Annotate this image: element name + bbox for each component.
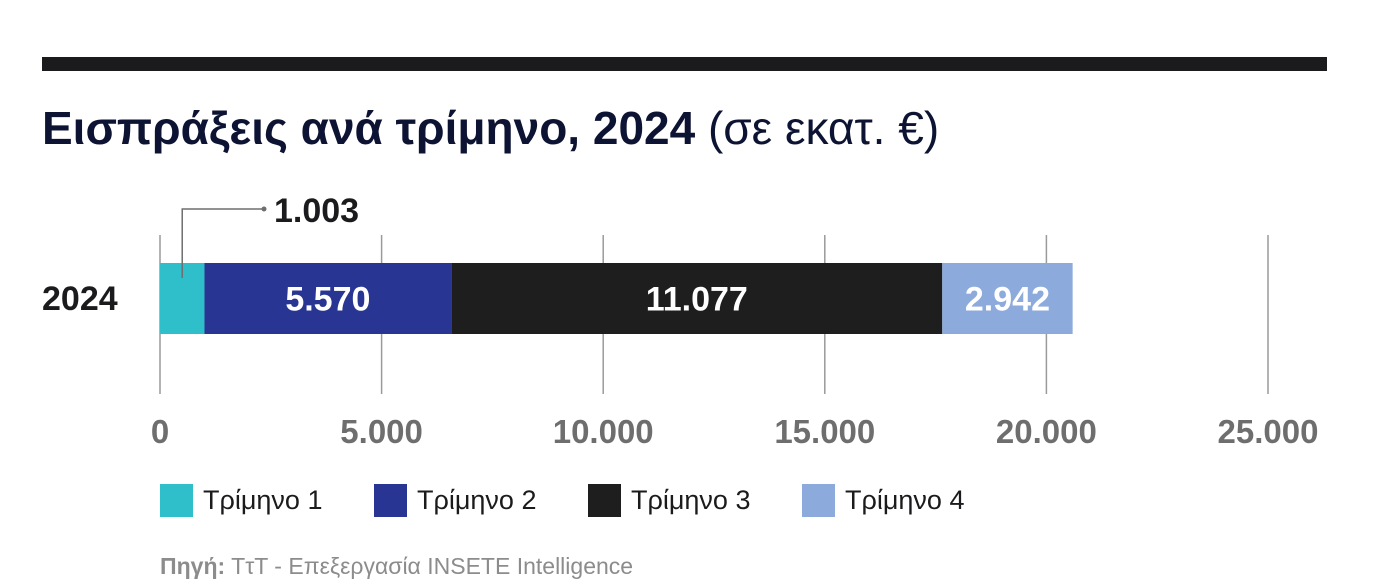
- category-label: 2024: [42, 280, 118, 318]
- legend-item-q1: Τρίμηνο 1: [160, 482, 322, 518]
- legend-item-q3: Τρίμηνο 3: [588, 482, 750, 518]
- stacked-bar-chart: 0 5.000 10.000 15.000 20.000 25.000 2024 1.003 5…: [42, 192, 1319, 450]
- legend-swatch-q3: [588, 483, 621, 517]
- bar-segment-q4: [942, 263, 1073, 334]
- legend-label-q1: Τρίμηνο 1: [203, 484, 323, 515]
- chart-title-unit: (σε εκατ. €): [707, 102, 940, 154]
- legend-swatch-q2: [374, 483, 407, 517]
- data-label-q2: 5.570: [285, 281, 370, 319]
- legend-label-q4: Τρίμηνο 4: [845, 484, 965, 515]
- x-tick-label-2: 10.000: [553, 413, 654, 450]
- chart-title-main: Εισπράξεις ανά τρίμηνο, 2024: [42, 102, 696, 154]
- x-tick-label-4: 20.000: [996, 413, 1097, 450]
- x-tick-label-5: 25.000: [1218, 413, 1319, 450]
- legend-swatch-q1: [160, 483, 193, 517]
- source-text: ΤτΤ - Επεξεργασία INSETE Intelligence: [225, 553, 634, 579]
- chart-title: Εισπράξεις ανά τρίμηνο, 2024 (σε εκατ. €…: [42, 100, 939, 156]
- legend-label-q3: Τρίμηνο 3: [631, 484, 751, 515]
- top-rule: [42, 57, 1327, 71]
- legend-label-q2: Τρίμηνο 2: [417, 484, 537, 515]
- source-note: Πηγή: ΤτΤ - Επεξεργασία INSETE Intellige…: [160, 553, 633, 580]
- legend-item-q4: Τρίμηνο 4: [802, 482, 964, 518]
- legend-item-q2: Τρίμηνο 2: [374, 482, 536, 518]
- bar-segment-q3: [451, 263, 943, 334]
- callout-dot-q1: [261, 206, 267, 212]
- data-label-q4: 2.942: [965, 281, 1050, 319]
- data-label-q1: 1.003: [274, 192, 359, 230]
- legend-swatch-q4: [802, 483, 835, 517]
- x-tick-label-0: 0: [151, 413, 169, 450]
- x-tick-label-1: 5.000: [340, 413, 423, 450]
- callout-line-q1: [181, 208, 262, 278]
- x-tick-label-3: 15.000: [774, 413, 875, 450]
- bar-segment-q2: [204, 263, 452, 334]
- data-label-q3: 11.077: [646, 281, 748, 319]
- source-key: Πηγή:: [160, 553, 226, 579]
